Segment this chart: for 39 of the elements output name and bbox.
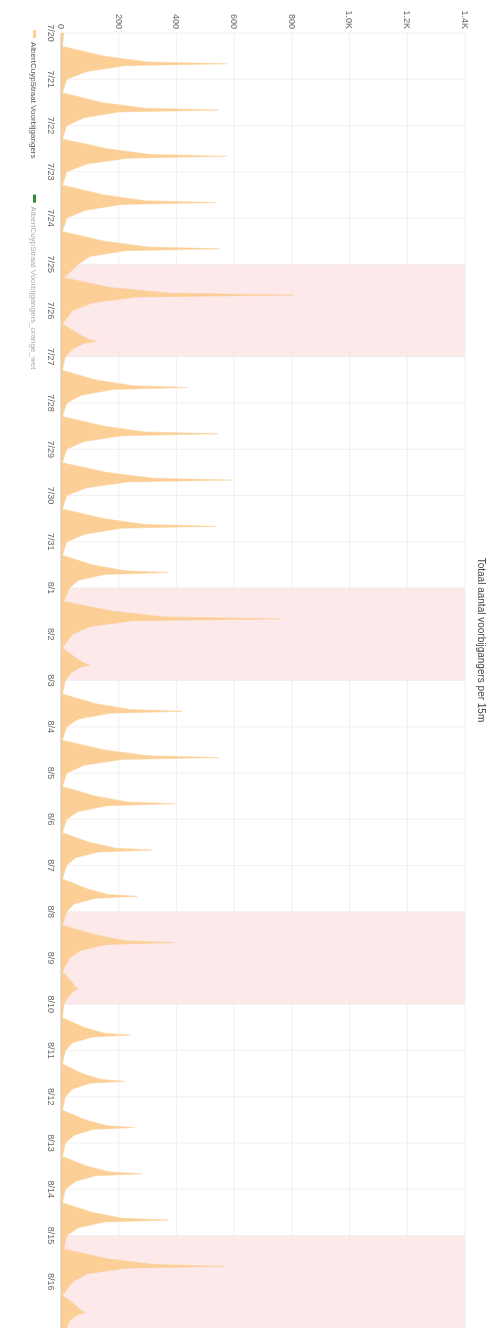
x-tick-label: 800 <box>286 13 297 29</box>
y-tick-label: 8/9 <box>46 951 56 965</box>
y-tick-label: 8/4 <box>46 720 56 734</box>
y-tick-label: 7/21 <box>46 70 56 89</box>
y-tick-label: 7/30 <box>46 486 56 505</box>
y-tick-label: 7/26 <box>46 301 56 320</box>
y-tick-label: 7/24 <box>46 209 56 227</box>
y-tick-label: 8/1 <box>46 581 56 595</box>
y-tick-label: 7/29 <box>46 440 56 459</box>
y-tick-label: 7/23 <box>46 162 56 181</box>
y-tick-label: 8/14 <box>46 1180 56 1199</box>
y-tick-label: 8/7 <box>46 859 56 872</box>
y-tick-label: 8/11 <box>46 1042 56 1059</box>
y-tick-label: 7/31 <box>46 532 56 551</box>
y-tick-label: 8/5 <box>46 766 56 780</box>
y-tick-label: 7/27 <box>46 347 56 366</box>
y-tick-label: 7/28 <box>46 394 56 412</box>
x-tick-label: 0 <box>55 23 66 29</box>
y-tick-label: 8/6 <box>46 812 56 826</box>
y-tick-label: 8/15 <box>46 1226 56 1245</box>
x-tick-label: 1.4K <box>459 10 470 29</box>
legend-label: AlbertCuypStraat Voorbijgangers_orange_wet <box>29 206 39 371</box>
legend-label: AlbertCuypStraat Voorbijgangers <box>29 42 39 159</box>
y-tick-label: 8/2 <box>46 627 56 641</box>
y-tick-label: 8/10 <box>46 995 56 1014</box>
y-tick-label: 7/20 <box>46 24 56 42</box>
x-tick-label: 200 <box>113 13 124 29</box>
y-tick-label: 8/12 <box>46 1087 56 1106</box>
x-tick-label: 1.2K <box>402 10 413 29</box>
text: Totaal aantal voorbijgangers per 15m <box>476 557 487 723</box>
y-tick-label: 7/25 <box>46 255 56 274</box>
y-tick-label: 8/16 <box>46 1272 56 1291</box>
x-tick-label: 1.0K <box>344 10 355 29</box>
y-tick-label: 8/3 <box>46 674 56 687</box>
x-tick-label: 400 <box>171 13 182 29</box>
y-tick-label: 7/22 <box>46 116 56 135</box>
x-tick-label: 600 <box>228 13 239 29</box>
y-tick-label: 8/13 <box>46 1134 56 1152</box>
y-tick-label: 8/8 <box>46 905 56 919</box>
